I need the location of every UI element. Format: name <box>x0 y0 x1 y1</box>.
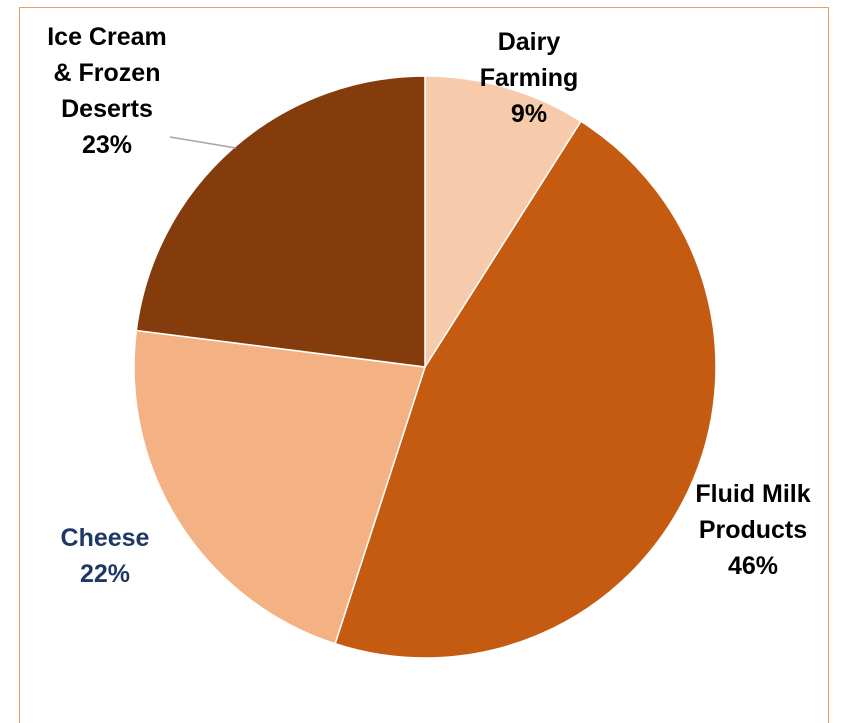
data-label-name-dairy-farming: Farming <box>480 64 579 92</box>
pie-slice-fluid-milk-products <box>334 120 717 659</box>
data-label-name-cheese: Cheese <box>61 524 150 552</box>
data-label-name-fluid-milk-products: Fluid Milk <box>695 480 810 508</box>
data-label-percent-fluid-milk-products: 46% <box>728 552 778 580</box>
data-label-name-ice-cream-frozen-deserts: & Frozen <box>54 59 161 87</box>
pie-slice-cheese <box>133 329 426 645</box>
data-label-percent-cheese: 22% <box>80 560 130 588</box>
data-label-name-dairy-farming: Dairy <box>498 28 561 56</box>
data-label-name-ice-cream-frozen-deserts: Deserts <box>61 95 153 123</box>
data-label-percent-ice-cream-frozen-deserts: 23% <box>82 131 132 159</box>
pie-slice-dairy-farming <box>424 75 582 370</box>
leader-line <box>169 136 237 149</box>
pie-slice-ice-cream-frozen-deserts <box>135 75 426 368</box>
data-label-percent-dairy-farming: 9% <box>511 100 547 128</box>
data-label-name-fluid-milk-products: Products <box>699 516 807 544</box>
data-label-name-ice-cream-frozen-deserts: Ice Cream <box>47 23 167 51</box>
